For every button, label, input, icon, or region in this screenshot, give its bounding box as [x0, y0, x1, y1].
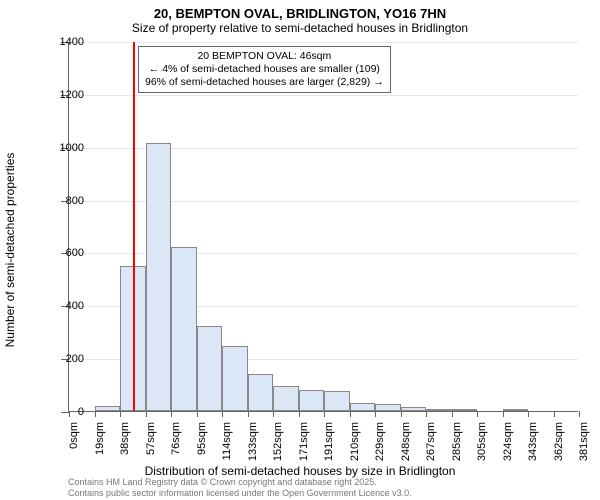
histogram-bar — [95, 406, 121, 411]
x-axis-label: Distribution of semi-detached houses by … — [0, 464, 600, 478]
histogram-bar — [222, 346, 248, 411]
x-tick-label: 362sqm — [553, 422, 565, 464]
attribution: Contains HM Land Registry data © Crown c… — [68, 477, 412, 498]
chart-subtitle: Size of property relative to semi-detach… — [0, 21, 600, 35]
x-tick-label: 210sqm — [349, 422, 361, 464]
histogram-bar — [248, 374, 274, 411]
x-tick-label: 95sqm — [196, 422, 208, 464]
gridline — [69, 42, 578, 43]
x-tick — [248, 411, 249, 417]
attribution-line2: Contains public sector information licen… — [68, 488, 412, 498]
x-tick — [401, 411, 402, 417]
x-tick — [95, 411, 96, 417]
x-tick — [120, 411, 121, 417]
x-tick — [375, 411, 376, 417]
x-tick — [477, 411, 478, 417]
x-tick — [554, 411, 555, 417]
reference-line — [133, 42, 135, 411]
chart-title: 20, BEMPTON OVAL, BRIDLINGTON, YO16 7HN — [0, 0, 600, 21]
y-tick-label: 200 — [44, 353, 84, 365]
x-tick-label: 191sqm — [323, 422, 335, 464]
histogram-bar — [426, 409, 452, 411]
annotation-line: 96% of semi-detached houses are larger (… — [145, 76, 384, 89]
x-tick-label: 76sqm — [170, 422, 182, 464]
annotation-line: 20 BEMPTON OVAL: 46sqm — [145, 50, 384, 63]
x-tick — [146, 411, 147, 417]
histogram-bar — [197, 326, 223, 411]
x-tick-label: 381sqm — [578, 422, 590, 464]
x-tick-label: 171sqm — [298, 422, 310, 464]
x-tick-label: 324sqm — [502, 422, 514, 464]
plot-area: 20 BEMPTON OVAL: 46sqm← 4% of semi-detac… — [68, 42, 578, 412]
x-tick — [452, 411, 453, 417]
x-tick — [324, 411, 325, 417]
y-tick-label: 0 — [44, 406, 84, 418]
annotation-box: 20 BEMPTON OVAL: 46sqm← 4% of semi-detac… — [138, 46, 391, 93]
x-tick-label: 114sqm — [221, 422, 233, 464]
x-tick-label: 285sqm — [451, 422, 463, 464]
x-tick-label: 57sqm — [145, 422, 157, 464]
histogram-bar — [299, 390, 325, 411]
x-tick-label: 38sqm — [119, 422, 131, 464]
histogram-bar — [503, 409, 529, 411]
x-tick-label: 229sqm — [374, 422, 386, 464]
y-tick-label: 1400 — [44, 36, 84, 48]
x-tick-label: 267sqm — [425, 422, 437, 464]
histogram-bar — [452, 409, 478, 411]
x-tick — [579, 411, 580, 417]
y-tick-label: 800 — [44, 195, 84, 207]
histogram-bar — [273, 386, 299, 411]
attribution-line1: Contains HM Land Registry data © Crown c… — [68, 477, 412, 487]
x-tick — [350, 411, 351, 417]
x-tick — [503, 411, 504, 417]
x-tick — [273, 411, 274, 417]
y-axis-label: Number of semi-detached properties — [3, 153, 17, 348]
gridline — [69, 95, 578, 96]
x-tick-label: 152sqm — [272, 422, 284, 464]
x-tick — [528, 411, 529, 417]
x-tick-label: 343sqm — [527, 422, 539, 464]
y-tick-label: 1000 — [44, 142, 84, 154]
histogram-bar — [146, 143, 172, 411]
x-tick — [171, 411, 172, 417]
annotation-line: ← 4% of semi-detached houses are smaller… — [145, 63, 384, 76]
x-tick-label: 0sqm — [68, 422, 80, 464]
x-tick-label: 19sqm — [94, 422, 106, 464]
y-tick-label: 400 — [44, 300, 84, 312]
x-tick-label: 305sqm — [476, 422, 488, 464]
histogram-bar — [375, 404, 401, 411]
x-tick — [299, 411, 300, 417]
x-tick-label: 248sqm — [400, 422, 412, 464]
y-tick-label: 600 — [44, 247, 84, 259]
x-tick — [197, 411, 198, 417]
x-tick — [426, 411, 427, 417]
x-tick — [222, 411, 223, 417]
histogram-bar — [324, 391, 350, 411]
histogram-bar — [401, 407, 427, 411]
histogram-bar — [350, 403, 376, 411]
x-tick-label: 133sqm — [247, 422, 259, 464]
histogram-bar — [171, 247, 197, 411]
y-tick-label: 1200 — [44, 89, 84, 101]
